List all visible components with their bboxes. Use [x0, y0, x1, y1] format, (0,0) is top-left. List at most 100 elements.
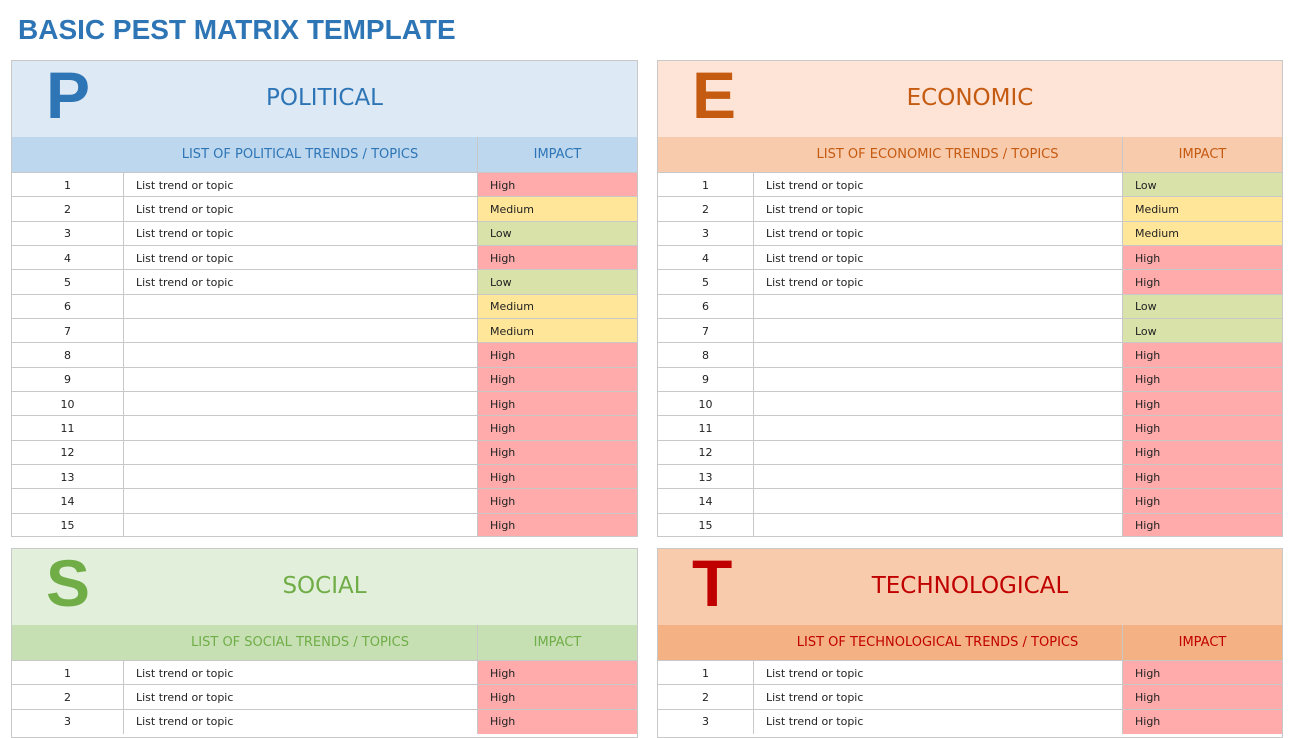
quadrant-letter: S	[46, 548, 91, 620]
row-number: 2	[64, 690, 71, 704]
topic-cell	[123, 367, 477, 392]
table-row: 1 List trend or topic High	[12, 660, 637, 686]
impact-cell: High	[1122, 464, 1282, 490]
table-row: 6 Low	[658, 293, 1282, 319]
table-row: 3 List trend or topic High	[12, 708, 637, 734]
topic-cell	[753, 367, 1122, 392]
list-header: LIST OF ECONOMIC TRENDS / TOPICS	[816, 147, 1059, 162]
topic-cell: List trend or topic	[753, 661, 1122, 686]
quadrant: T TECHNOLOGICAL LIST OF TECHNOLOGICAL TREN…	[657, 548, 1283, 738]
row-number: 7	[64, 324, 71, 338]
topic-cell	[123, 391, 477, 417]
topic-cell	[753, 489, 1122, 514]
table-row: 1 List trend or topic Low	[658, 172, 1282, 198]
impact-cell: High	[477, 391, 637, 417]
impact-cell: High	[477, 245, 637, 271]
topic-cell	[123, 416, 477, 441]
row-number: 11	[698, 421, 713, 435]
quadrant-letter: P	[46, 60, 91, 132]
row-number: 13	[698, 470, 713, 484]
impact-cell: High	[1122, 270, 1282, 295]
topic-cell	[753, 294, 1122, 319]
row-number: 3	[64, 715, 71, 729]
impact-cell: High	[477, 709, 637, 734]
topic-cell: List trend or topic	[753, 685, 1122, 710]
table-row: 3 List trend or topic High	[658, 708, 1282, 734]
impact-header: IMPACT	[1122, 625, 1282, 660]
impact-cell: Medium	[477, 294, 637, 319]
topic-cell	[753, 318, 1122, 344]
impact-header: IMPACT	[477, 137, 637, 172]
column-header-row: LIST OF SOCIAL TRENDS / TOPICS IMPACT	[12, 625, 637, 660]
impact-cell: High	[1122, 391, 1282, 417]
impact-cell: Medium	[477, 318, 637, 344]
impact-cell: High	[477, 685, 637, 710]
quadrant-heading: POLITICAL	[265, 85, 383, 111]
impact-cell: High	[477, 173, 637, 198]
table-row: 11 High	[12, 415, 637, 441]
impact-cell: High	[1122, 685, 1282, 710]
impact-cell: Low	[1122, 318, 1282, 344]
quadrant-heading: ECONOMIC	[906, 85, 1034, 111]
impact-cell: Medium	[1122, 221, 1282, 246]
quadrant: S SOCIAL LIST OF SOCIAL TRENDS / TOPICS IMP…	[11, 548, 638, 738]
table-row: 11 High	[658, 415, 1282, 441]
row-number: 1	[64, 666, 71, 680]
topic-cell: List trend or topic	[753, 221, 1122, 246]
quadrant-letter: E	[692, 60, 737, 132]
row-number: 8	[702, 348, 709, 362]
table-row: 10 High	[12, 390, 637, 417]
impact-cell: High	[1122, 416, 1282, 441]
impact-cell: High	[477, 367, 637, 392]
impact-cell: High	[1122, 245, 1282, 271]
impact-header: IMPACT	[1122, 137, 1282, 172]
topic-cell	[753, 391, 1122, 417]
topic-cell: List trend or topic	[123, 270, 477, 295]
row-number: 2	[702, 202, 709, 216]
topic-cell	[123, 464, 477, 490]
row-number: 7	[702, 324, 709, 338]
table-row: 15 High	[658, 512, 1282, 536]
topic-cell	[123, 294, 477, 319]
row-number: 1	[702, 666, 709, 680]
quadrant-heading: TECHNOLOGICAL	[871, 573, 1069, 599]
row-number: 3	[702, 227, 709, 241]
row-number: 10	[60, 397, 75, 411]
row-number: 5	[702, 275, 709, 289]
topic-cell	[123, 343, 477, 368]
table-row: 7 Low	[658, 317, 1282, 344]
topic-cell	[753, 464, 1122, 490]
topic-cell: List trend or topic	[123, 661, 477, 686]
topic-cell	[123, 489, 477, 514]
table-row: 4 List trend or topic High	[658, 244, 1282, 271]
row-number: 2	[64, 202, 71, 216]
list-header: LIST OF POLITICAL TRENDS / TOPICS	[181, 147, 419, 162]
row-number: 15	[698, 519, 713, 533]
topic-cell: List trend or topic	[123, 221, 477, 246]
quadrant-header: T TECHNOLOGICAL	[658, 549, 1282, 625]
topic-cell	[123, 318, 477, 344]
table-row: 5 List trend or topic High	[658, 269, 1282, 295]
column-header-row: LIST OF POLITICAL TRENDS / TOPICS IMPACT	[12, 137, 637, 172]
impact-cell: High	[1122, 489, 1282, 514]
list-header: LIST OF SOCIAL TRENDS / TOPICS	[191, 635, 409, 650]
impact-cell: Low	[477, 270, 637, 295]
row-number: 3	[64, 227, 71, 241]
page-title: BASIC PEST MATRIX TEMPLATE	[18, 14, 456, 45]
table-row: 2 List trend or topic High	[658, 684, 1282, 710]
table-row: 15 High	[12, 512, 637, 536]
row-number: 6	[702, 300, 709, 314]
impact-cell: High	[477, 416, 637, 441]
row-number: 13	[60, 470, 75, 484]
column-header-row: LIST OF TECHNOLOGICAL TRENDS / TOPICS IMP…	[658, 625, 1282, 660]
impact-cell: High	[477, 513, 637, 536]
row-number: 12	[60, 446, 75, 460]
row-number: 1	[702, 178, 709, 192]
topic-cell: List trend or topic	[123, 173, 477, 198]
table-row: 10 High	[658, 390, 1282, 417]
table-row: 6 Medium	[12, 293, 637, 319]
impact-cell: High	[1122, 343, 1282, 368]
impact-cell: Low	[1122, 173, 1282, 198]
list-header: LIST OF TECHNOLOGICAL TRENDS / TOPICS	[796, 635, 1079, 650]
row-number: 2	[702, 690, 709, 704]
